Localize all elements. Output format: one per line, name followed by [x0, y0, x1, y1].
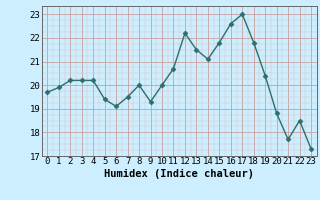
- X-axis label: Humidex (Indice chaleur): Humidex (Indice chaleur): [104, 169, 254, 179]
